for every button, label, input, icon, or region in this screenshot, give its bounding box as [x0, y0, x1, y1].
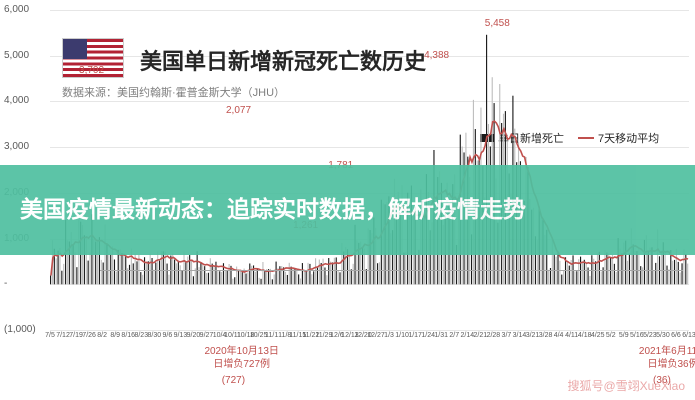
chart-root: 6,0005,0004,0003,0002,0001,000-(1,000) 美…: [0, 0, 695, 400]
watermark-text: 搜狐号@雪翊XueXiao: [567, 377, 685, 394]
x-axis-tick-label: 9/20: [187, 332, 201, 339]
x-axis-tick-label: 5/9: [619, 332, 629, 339]
peak-value-label: 3,702: [79, 65, 104, 76]
peak-value-label: 2,077: [226, 105, 251, 116]
x-axis-tick-label: 7/12: [56, 332, 70, 339]
x-axis-tick-label: 9/13: [174, 332, 188, 339]
x-axis-tick-label: 1/10: [395, 332, 409, 339]
y-axis-tick-label: 3,000: [4, 141, 50, 152]
x-axis-tick-label: 8/2: [97, 332, 107, 339]
x-axis-tick-label: 1/17: [408, 332, 422, 339]
peak-value-label: 5,458: [485, 18, 510, 29]
x-axis-tick-label: 1/24: [421, 332, 435, 339]
x-axis-tick-label: 9/27: [200, 332, 214, 339]
x-axis-tick-label: 4/4: [554, 332, 564, 339]
x-axis-tick-label: 2/7: [449, 332, 459, 339]
x-axis-tick-label: 5/23: [643, 332, 657, 339]
x-axis-tick-label: 2/28: [487, 332, 501, 339]
x-axis-labels: 7/5 7/12 7/19 7/26 8/2 8/9 8/16 8/23 8/30 9/6 9/13…: [50, 330, 689, 350]
x-axis-tick-label: 1/3: [384, 332, 394, 339]
x-axis-tick-label: 5/2: [606, 332, 616, 339]
chart-annotation-value: (727): [222, 375, 245, 386]
x-axis-tick-label: 3/7: [502, 332, 512, 339]
x-axis-tick-label: 2/14: [460, 332, 474, 339]
y-axis-tick-label: -: [4, 278, 50, 289]
x-axis-tick-label: 7/19: [69, 332, 83, 339]
x-axis-tick-label: 5/30: [656, 332, 670, 339]
x-axis-tick-label: 1/31: [434, 332, 448, 339]
x-axis-tick-label: 8/23: [134, 332, 148, 339]
x-axis-tick-label: 8/16: [121, 332, 135, 339]
x-axis-tick-label: 5/16: [630, 332, 644, 339]
peak-value-label: 4,388: [424, 50, 449, 61]
y-axis-tick-label: 4,000: [4, 95, 50, 106]
x-axis-tick-label: 6/6: [671, 332, 681, 339]
x-axis-tick-label: 6/13: [682, 332, 695, 339]
y-axis-tick-label: (1,000): [4, 324, 50, 335]
x-axis-tick-label: 2/21: [474, 332, 488, 339]
promo-banner: 美国疫情最新动态：追踪实时数据，解析疫情走势: [0, 165, 695, 255]
x-axis-tick-label: 7/26: [82, 332, 96, 339]
chart-annotation: 2020年10月13日 日增负727例: [187, 345, 297, 371]
x-axis-tick-label: 4/18: [578, 332, 592, 339]
chart-annotation: 2021年6月11日日增负36例: [618, 345, 695, 371]
banner-text: 美国疫情最新动态：追踪实时数据，解析疫情走势: [20, 194, 526, 225]
x-axis-tick-label: 4/25: [591, 332, 605, 339]
y-axis-tick-label: 6,000: [4, 4, 50, 15]
x-axis-tick-label: 3/28: [539, 332, 553, 339]
x-axis-tick-label: 4/11: [565, 332, 578, 339]
x-axis-tick-label: 3/14: [513, 332, 527, 339]
x-axis-tick-label: 7/5: [45, 332, 55, 339]
y-axis-tick-label: 5,000: [4, 50, 50, 61]
x-axis-tick-label: 12/27: [367, 332, 385, 339]
x-axis-tick-label: 8/30: [148, 332, 162, 339]
x-axis-tick-label: 11/1: [265, 332, 278, 339]
x-axis-tick-label: 3/21: [526, 332, 540, 339]
x-axis-tick-label: 8/9: [110, 332, 120, 339]
x-axis-tick-label: 9/6: [162, 332, 172, 339]
